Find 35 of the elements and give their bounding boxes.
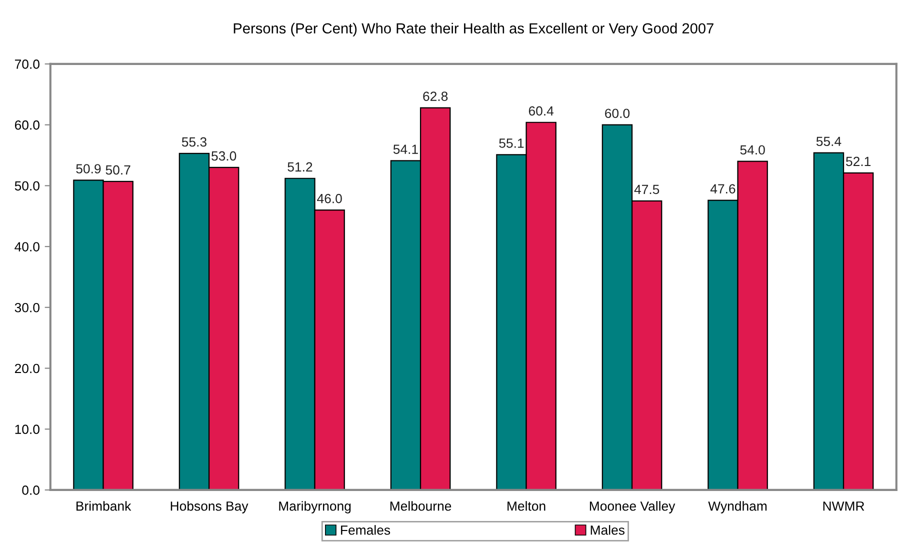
x-tick-label: Melbourne (390, 501, 452, 511)
data-label: 55.3 (182, 137, 206, 147)
data-label: 50.9 (76, 164, 101, 174)
data-label: 62.8 (423, 92, 448, 101)
x-tick-label: NWMR (823, 502, 864, 511)
x-tick-label: Maribyrnong (279, 501, 351, 514)
y-tick-label: 60.0 (14, 120, 40, 130)
data-label: 55.4 (816, 136, 842, 146)
x-tick-label: Hobsons Bay (170, 501, 248, 514)
x-tick-label: Melton (508, 501, 546, 511)
data-label: 50.7 (106, 165, 130, 175)
y-tick-label: 0.0 (22, 486, 40, 495)
data-label: 54.0 (740, 145, 765, 155)
data-label: 60.4 (528, 106, 554, 116)
x-tick-label: Moonee Valley (590, 501, 676, 514)
x-tick-label: Brimbank (76, 501, 132, 511)
data-label: 46.0 (317, 194, 342, 204)
data-label: 52.1 (846, 156, 871, 166)
y-tick-label: 30.0 (14, 302, 40, 312)
y-tick-label: 70.0 (14, 60, 40, 69)
y-tick-label: 20.0 (14, 364, 40, 374)
data-label: 47.5 (634, 184, 660, 194)
legend-label: Males (590, 525, 624, 535)
y-tick-label: 40.0 (14, 242, 40, 252)
y-tick-label: 10.0 (15, 424, 40, 434)
legend-label: Females (341, 525, 390, 535)
x-tick-label: Wyndham (708, 501, 767, 514)
data-label: 47.6 (710, 184, 736, 194)
data-label: 55.1 (499, 138, 524, 148)
y-tick-label: 50.0 (14, 181, 40, 191)
data-label: 54.1 (393, 144, 418, 154)
data-label: 53.0 (212, 151, 236, 161)
data-label: 51.2 (288, 162, 312, 172)
data-label: 60.0 (605, 108, 630, 118)
chart-title: Persons (Per Cent) Who Rate their Health as Excellent or Very Good 2007 (234, 22, 714, 36)
